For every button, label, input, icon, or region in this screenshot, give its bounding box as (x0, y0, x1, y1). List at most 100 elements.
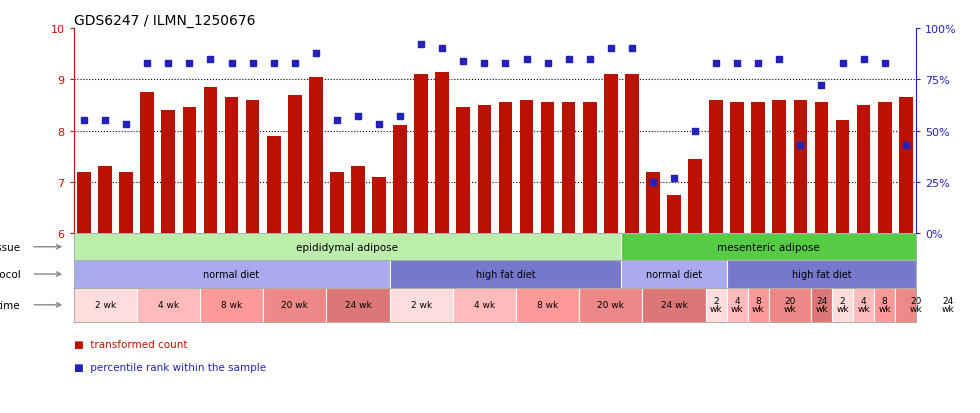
Point (245, 60, 261, 67)
Bar (727, 261, 916, 288)
Text: epididymal adipose: epididymal adipose (296, 242, 399, 252)
Text: 2 wk: 2 wk (411, 301, 432, 310)
Bar (688, 159, 702, 233)
Point (119, 122, 134, 128)
Bar (667, 195, 681, 233)
Point (139, 60, 155, 67)
Bar (814, 103, 828, 233)
Text: mesenteric adipose: mesenteric adipose (717, 242, 820, 252)
Point (266, 60, 281, 67)
Point (793, 142, 808, 149)
Bar (74, 261, 390, 288)
Point (434, 46, 450, 53)
Bar (393, 126, 407, 233)
Bar (625, 75, 639, 233)
Bar (120, 172, 133, 233)
Text: 24 wk: 24 wk (661, 301, 687, 310)
Bar (854, 288, 874, 322)
Bar (752, 103, 765, 233)
Bar (162, 111, 175, 233)
Point (877, 60, 893, 67)
Bar (811, 288, 832, 322)
Text: 4
wk: 4 wk (731, 297, 744, 314)
Bar (899, 98, 912, 233)
Point (97, 118, 113, 124)
Point (729, 60, 745, 67)
Bar (794, 100, 808, 233)
Point (203, 56, 219, 63)
Bar (562, 103, 575, 233)
Text: 8
wk: 8 wk (752, 297, 764, 314)
Point (603, 46, 618, 53)
Bar (435, 72, 449, 233)
Bar (896, 288, 938, 322)
Bar (415, 75, 428, 233)
Text: normal diet: normal diet (204, 269, 260, 279)
Bar (604, 75, 617, 233)
Bar (748, 288, 769, 322)
Text: 24
wk: 24 wk (942, 297, 955, 314)
Text: 2
wk: 2 wk (836, 297, 849, 314)
Bar (453, 288, 516, 322)
Point (518, 56, 534, 63)
Bar (836, 121, 850, 233)
Bar (857, 106, 870, 233)
Bar (288, 95, 302, 233)
Bar (457, 108, 470, 233)
Point (813, 83, 829, 90)
Point (181, 60, 197, 67)
Point (771, 56, 787, 63)
Text: normal diet: normal diet (646, 269, 702, 279)
Bar (874, 288, 896, 322)
Bar (390, 261, 621, 288)
Bar (541, 103, 555, 233)
Text: 8
wk: 8 wk (878, 297, 891, 314)
Point (414, 42, 429, 49)
Bar (621, 233, 916, 261)
Bar (621, 261, 727, 288)
Bar (246, 100, 260, 233)
Bar (267, 136, 280, 233)
Point (308, 50, 323, 57)
Bar (516, 288, 579, 322)
Text: 4 wk: 4 wk (473, 301, 495, 310)
Text: tissue: tissue (0, 242, 21, 252)
Bar (200, 288, 263, 322)
Text: 2
wk: 2 wk (710, 297, 722, 314)
Bar (330, 172, 344, 233)
Bar (182, 108, 196, 233)
Bar (583, 103, 597, 233)
Bar (74, 288, 137, 322)
Bar (706, 288, 727, 322)
Text: high fat diet: high fat diet (792, 269, 852, 279)
Bar (878, 103, 892, 233)
Point (287, 60, 303, 67)
Bar (326, 288, 390, 322)
Point (371, 122, 387, 128)
Bar (727, 288, 748, 322)
Text: 24
wk: 24 wk (815, 297, 828, 314)
Text: 2 wk: 2 wk (94, 301, 116, 310)
Point (350, 114, 366, 120)
Bar (772, 100, 786, 233)
Bar (499, 103, 513, 233)
Point (223, 60, 239, 67)
Text: ■  transformed count: ■ transformed count (74, 339, 187, 349)
Point (540, 60, 556, 67)
Text: 20 wk: 20 wk (281, 301, 308, 310)
Bar (519, 100, 533, 233)
Bar (730, 103, 744, 233)
Text: 20 wk: 20 wk (598, 301, 624, 310)
Bar (309, 78, 322, 233)
Point (898, 142, 913, 149)
Text: ■  percentile rank within the sample: ■ percentile rank within the sample (74, 362, 266, 372)
Text: protocol: protocol (0, 269, 21, 279)
Bar (579, 288, 643, 322)
Bar (140, 93, 154, 233)
Text: high fat diet: high fat diet (475, 269, 535, 279)
Bar (98, 167, 112, 233)
Point (709, 60, 724, 67)
Point (624, 46, 640, 53)
Point (645, 179, 661, 186)
Point (582, 56, 598, 63)
